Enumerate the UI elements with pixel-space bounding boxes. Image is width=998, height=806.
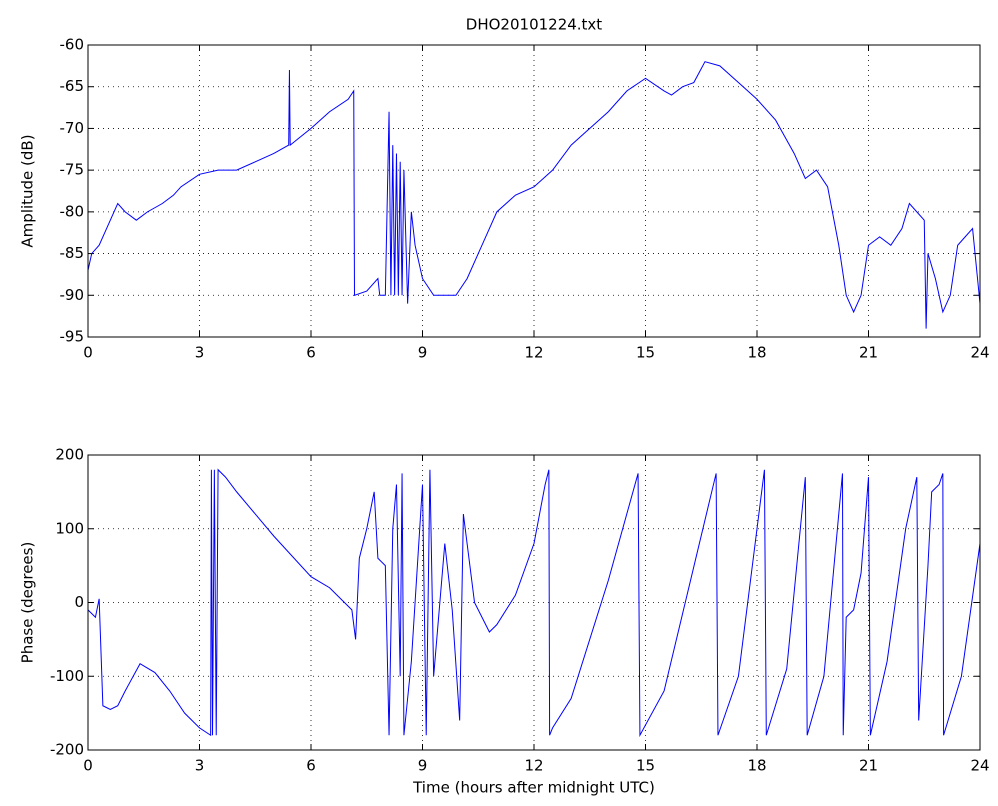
x-tick-label: 9 (418, 344, 428, 362)
y-tick-label: -60 (60, 36, 85, 54)
y-tick-label: 0 (74, 593, 84, 611)
x-tick-label: 18 (747, 757, 766, 775)
x-tick-label: 12 (524, 344, 543, 362)
x-tick-label: 21 (859, 344, 878, 362)
y-axis-label: Phase (degrees) (19, 542, 37, 664)
x-tick-label: 9 (418, 757, 428, 775)
x-tick-label: 6 (306, 757, 316, 775)
chart-title: DHO20101224.txt (466, 16, 603, 34)
x-tick-label: 12 (524, 757, 543, 775)
x-tick-label: 3 (195, 344, 205, 362)
y-tick-label: -95 (60, 328, 85, 346)
data-line (87, 61, 981, 329)
y-tick-label: -70 (60, 119, 85, 137)
y-tick-label: -65 (60, 77, 85, 95)
x-tick-label: 21 (859, 757, 878, 775)
x-tick-label: 0 (83, 344, 93, 362)
y-tick-label: -80 (60, 202, 85, 220)
x-tick-label: 15 (636, 344, 655, 362)
x-axis-label: Time (hours after midnight UTC) (412, 779, 655, 797)
x-tick-label: 15 (636, 757, 655, 775)
y-tick-label: -75 (60, 161, 85, 179)
axes-frame (87, 44, 981, 338)
y-axis-label: Amplitude (dB) (19, 134, 37, 247)
x-tick-label: 18 (747, 344, 766, 362)
x-tick-label: 24 (970, 757, 989, 775)
axes-frame (87, 454, 981, 751)
y-tick-label: 200 (55, 446, 84, 464)
data-line (87, 468, 981, 738)
y-tick-label: -85 (60, 244, 85, 262)
x-tick-label: 3 (195, 757, 205, 775)
x-tick-label: 6 (306, 344, 316, 362)
x-tick-label: 0 (83, 757, 93, 775)
y-tick-label: 100 (55, 519, 84, 537)
y-tick-label: -100 (50, 667, 84, 685)
y-tick-label: -90 (60, 286, 85, 304)
y-tick-label: -200 (50, 741, 84, 759)
x-tick-label: 24 (970, 344, 989, 362)
